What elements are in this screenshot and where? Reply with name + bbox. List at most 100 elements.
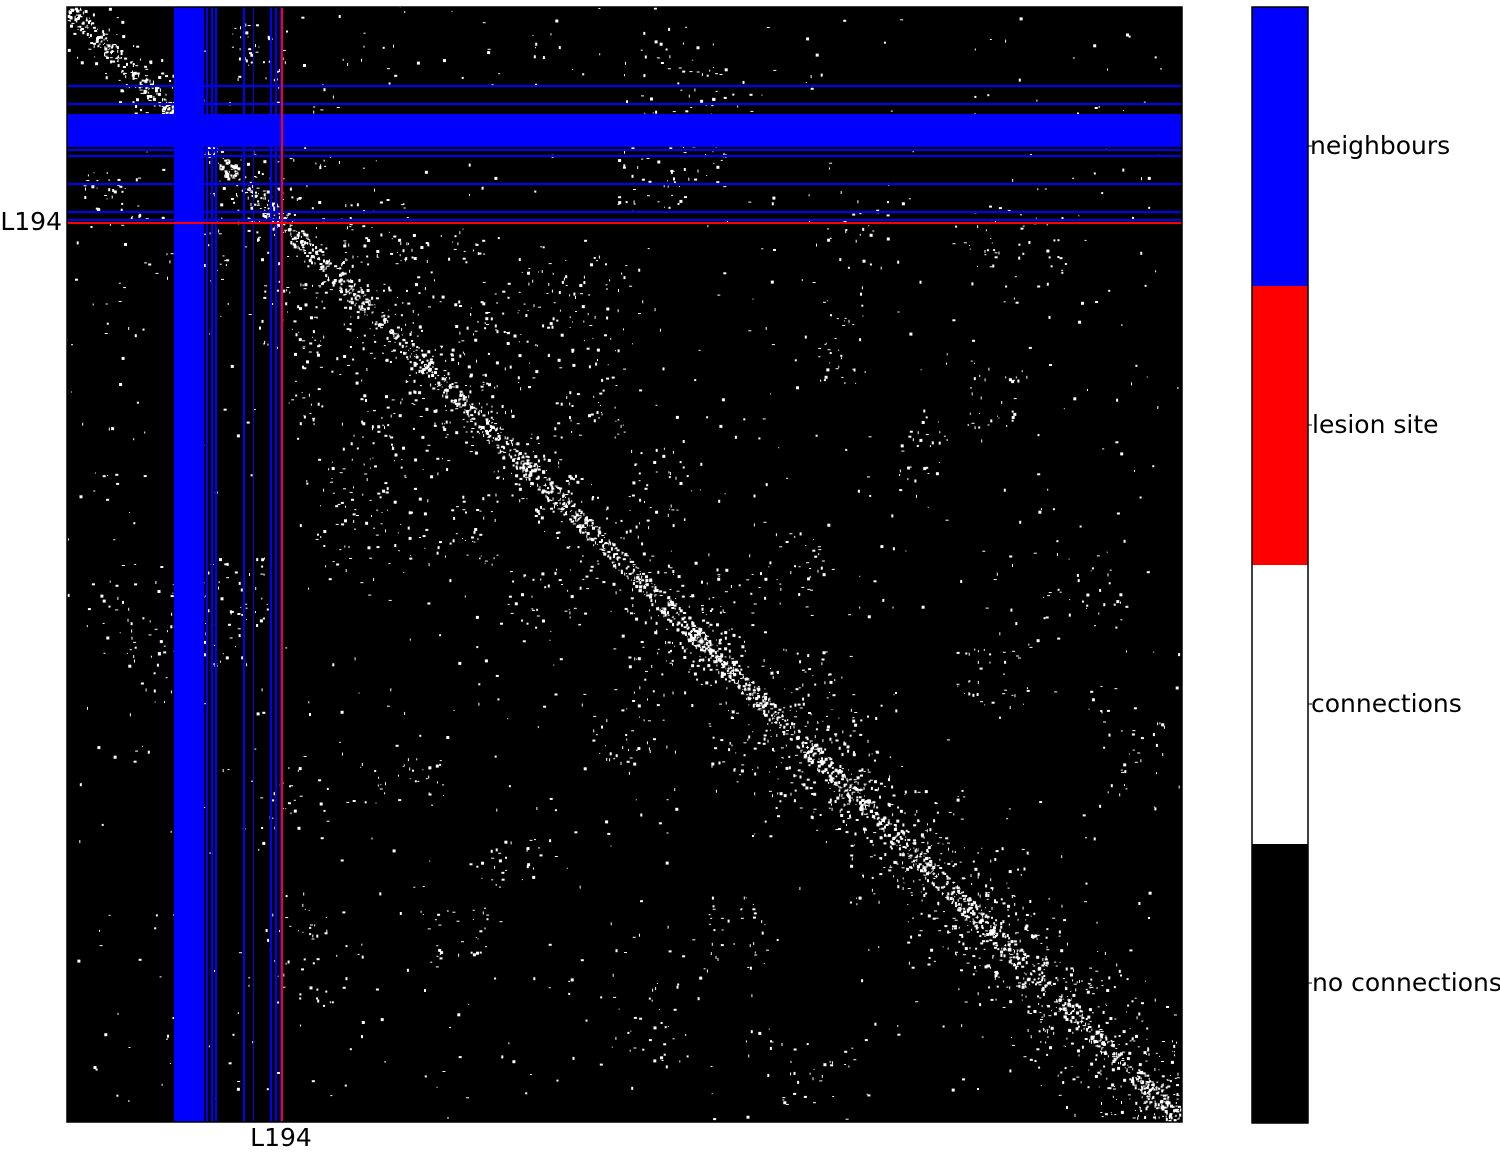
connection-point [641,95,644,97]
connection-point [1061,904,1063,908]
connection-point [979,935,982,938]
connection-point [413,345,415,347]
connection-point [510,612,514,614]
connection-point [525,455,529,458]
connection-point [649,507,652,509]
connection-point [1077,1049,1080,1053]
connection-point [476,509,480,511]
connection-point [362,422,366,426]
connection-point [846,810,850,813]
connection-point [1112,1045,1115,1048]
connection-point [484,562,486,564]
connection-point [920,869,923,873]
connection-point [300,235,302,238]
connection-point [858,788,862,791]
connection-point [840,814,844,817]
connection-point [1169,1080,1172,1083]
connection-point [729,666,732,669]
connection-point [813,811,815,813]
connection-point [645,670,648,672]
connection-point [611,376,615,379]
connection-point [143,92,147,94]
connection-point [282,289,286,293]
connection-point [863,803,865,807]
connection-point [299,249,303,251]
connection-point [978,412,980,414]
connection-point [1176,1094,1180,1096]
connection-point [409,332,412,336]
connection-point [984,965,988,969]
connection-point [998,976,1000,978]
connection-point [699,633,701,637]
connection-point [649,559,651,562]
connection-point [528,477,531,481]
connection-point [589,325,593,326]
connection-point [973,377,976,381]
connection-point [149,60,153,64]
connection-point [856,776,860,780]
connection-point [346,279,348,282]
connection-point [726,672,730,674]
connection-point [67,15,71,18]
connection-point [1166,1079,1170,1081]
connection-point [230,164,233,168]
connection-point [981,909,982,911]
connection-point [414,780,417,783]
connection-point [116,17,119,19]
connection-point [349,226,352,228]
connection-point [552,510,555,513]
connection-point [913,863,915,867]
connection-point [420,910,422,913]
connection-point [566,546,570,549]
connection-point [742,688,744,690]
connection-point [375,327,378,330]
connection-point [883,816,887,820]
connection-point [264,215,268,219]
connection-point [619,589,622,591]
connection-point [117,184,121,186]
connection-point [718,642,722,645]
connection-point [704,643,706,645]
connection-point [657,201,660,203]
connection-point [278,85,280,89]
connection-point [319,166,322,170]
connection-point [358,305,361,309]
connection-point [1016,949,1018,953]
connection-point [435,383,436,385]
connection-point [342,447,345,451]
connection-point [578,509,581,512]
connection-point [434,371,437,375]
connection-point [844,320,846,322]
connection-point [1071,1022,1073,1024]
connection-point [402,301,404,304]
connection-point [923,874,927,876]
connection-point [1170,1060,1174,1064]
connection-point [671,603,675,607]
connection-point [907,830,910,833]
connection-point [841,774,845,777]
connection-point [780,762,782,764]
connection-point [416,346,419,349]
connection-point [1163,1097,1167,1100]
connection-point [644,501,645,503]
connection-point [1018,982,1021,984]
connection-point [347,279,349,281]
connection-point [788,766,791,770]
connection-point [88,20,89,23]
connection-point [920,853,923,855]
connection-point [431,371,434,373]
connection-point [449,385,451,388]
connection-point [1116,1056,1118,1060]
connection-point [925,856,929,860]
connection-point [946,895,948,899]
connection-point [759,702,763,705]
connection-point [266,604,268,605]
connection-point [879,824,883,826]
connection-point [960,969,963,972]
connection-point [351,458,353,461]
connection-point [709,640,711,642]
connection-point [1082,1025,1086,1027]
connection-point [506,443,510,446]
connection-point [94,56,96,58]
connection-point [203,640,207,644]
